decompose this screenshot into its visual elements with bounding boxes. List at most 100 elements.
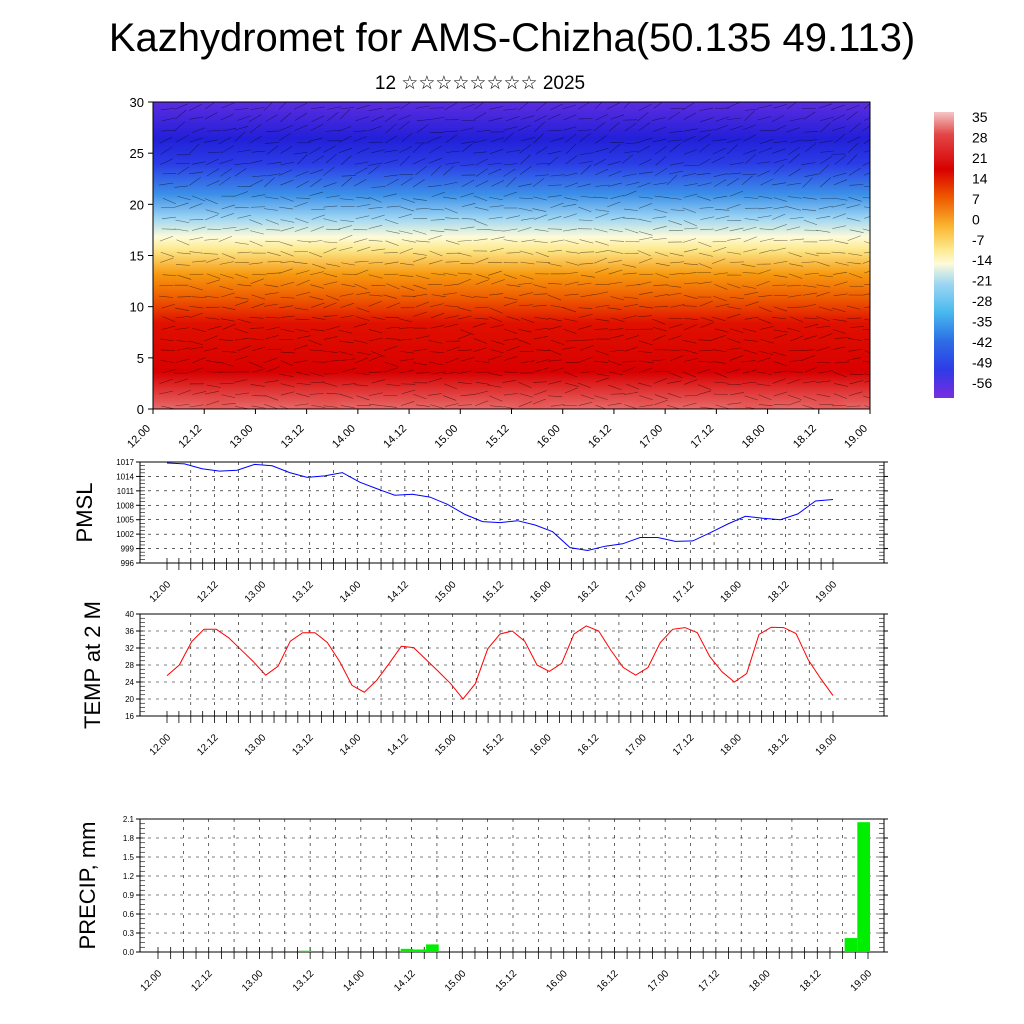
- wind-vector: [789, 216, 804, 220]
- wind-vector: [176, 252, 191, 255]
- x-tick-label: 16.00: [535, 423, 563, 451]
- wind-vector: [653, 378, 668, 384]
- wind-vector: [204, 391, 219, 395]
- wind-vector: [412, 198, 427, 201]
- wind-vector: [517, 339, 531, 345]
- wind-vector: [802, 292, 817, 296]
- wind-vector: [278, 132, 291, 142]
- wind-vector: [174, 202, 189, 208]
- y-tick-label: 1005: [116, 516, 134, 525]
- wind-vector: [714, 328, 729, 333]
- y-tick-label: 30: [130, 95, 144, 110]
- wind-vector: [189, 143, 200, 154]
- wind-vector: [727, 306, 742, 310]
- wind-vector: [206, 384, 221, 388]
- wind-vector: [579, 160, 593, 164]
- wind-vector: [207, 130, 222, 132]
- wind-vector: [788, 394, 802, 400]
- wind-vector: [622, 173, 637, 177]
- wind-vector: [474, 306, 489, 309]
- wind-vector: [461, 143, 473, 153]
- wind-vector: [816, 229, 831, 233]
- wind-vector: [772, 284, 787, 286]
- wind-vector: [864, 373, 870, 376]
- wind-vector: [267, 251, 281, 256]
- wind-vector: [595, 318, 610, 322]
- wind-vector: [311, 404, 326, 408]
- wind-vector: [758, 195, 772, 199]
- wind-vector: [219, 168, 232, 177]
- wind-vector: [758, 206, 773, 210]
- wind-vector: [398, 338, 413, 341]
- wind-vector: [637, 145, 650, 153]
- wind-vector: [162, 369, 177, 373]
- wind-vector: [295, 318, 310, 320]
- wind-vector: [757, 116, 772, 121]
- x-tick-label: 12.12: [195, 579, 221, 605]
- x-tick-label: 12.00: [125, 423, 153, 451]
- wind-vector: [206, 273, 221, 279]
- wind-vector: [818, 140, 833, 144]
- wind-vector: [368, 207, 383, 209]
- wind-vector: [862, 161, 870, 166]
- wind-vector: [474, 390, 488, 395]
- wind-vector: [457, 315, 472, 320]
- wind-vector: [729, 190, 743, 197]
- wind-vector: [624, 122, 637, 132]
- wind-vector: [325, 153, 337, 164]
- wind-vector: [682, 371, 696, 378]
- wind-vector: [832, 213, 846, 219]
- wind-vector: [726, 138, 741, 143]
- wind-vector: [564, 382, 579, 387]
- wind-vector: [772, 247, 786, 252]
- wind-vector: [355, 269, 369, 276]
- wind-vector: [429, 303, 444, 308]
- wind-vector: [280, 260, 295, 264]
- wind-vector: [207, 371, 222, 373]
- wind-vector: [323, 315, 338, 317]
- wind-vector: [429, 361, 443, 366]
- wind-vector: [698, 241, 712, 248]
- wind-vector: [461, 218, 476, 220]
- wind-vector: [759, 228, 774, 231]
- wind-vector: [547, 156, 559, 166]
- y-tick-label: 40: [125, 610, 134, 619]
- x-tick-label: 15.12: [481, 579, 507, 605]
- wind-vector: [847, 357, 862, 361]
- wind-vector: [461, 103, 475, 110]
- wind-vector: [804, 366, 818, 373]
- wind-vector: [234, 125, 249, 131]
- wind-vector: [729, 328, 744, 333]
- wind-vector: [802, 304, 816, 308]
- x-tick-label: 14.00: [338, 579, 364, 605]
- wind-vector: [399, 369, 414, 374]
- wind-vector: [832, 318, 847, 322]
- wind-vector: [608, 384, 622, 391]
- wind-vector: [308, 339, 322, 346]
- wind-vector: [578, 219, 593, 221]
- wind-vector: [474, 220, 488, 226]
- wind-vector: [415, 240, 430, 243]
- wind-vector: [864, 216, 870, 219]
- wind-vector: [445, 357, 460, 364]
- wind-vector: [594, 102, 603, 109]
- wind-vector: [803, 219, 818, 226]
- wind-vector: [697, 195, 711, 201]
- wind-vector: [757, 318, 772, 324]
- wind-vector: [489, 307, 503, 314]
- wind-vector: [520, 360, 535, 364]
- wind-vector: [308, 146, 322, 155]
- wind-vector: [445, 240, 460, 245]
- wind-vector: [580, 195, 595, 199]
- wind-vector: [697, 133, 711, 142]
- wind-vector: [818, 274, 833, 278]
- wind-vector: [503, 168, 516, 177]
- wind-vector: [428, 378, 442, 383]
- wind-vector: [234, 228, 249, 232]
- wind-vector: [323, 405, 338, 408]
- wind-vector: [251, 206, 266, 208]
- y-axis-label: PMSL: [72, 483, 97, 543]
- wind-vector: [698, 263, 712, 269]
- wind-vector: [295, 217, 309, 224]
- wind-vector: [668, 335, 682, 341]
